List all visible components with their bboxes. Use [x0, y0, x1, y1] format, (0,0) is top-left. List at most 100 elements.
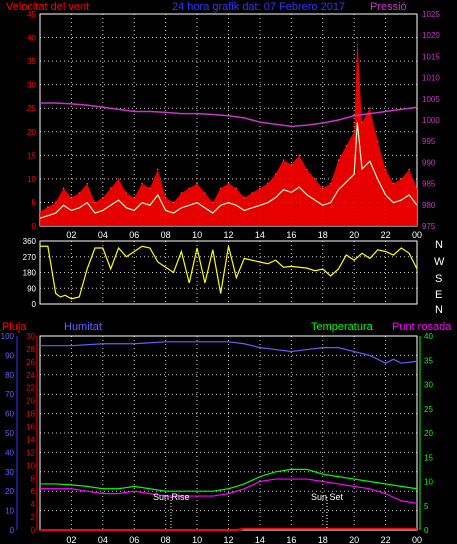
wind-y-tick-label: 20: [27, 128, 36, 137]
wind-speed-area: [40, 37, 417, 226]
pressure-y-tick-label: 995: [422, 137, 436, 146]
wind-x-tick-label: 22: [381, 230, 391, 240]
humidity-y-tick-label: 20: [5, 487, 14, 496]
wind-speed-point: [314, 178, 316, 180]
rain-y-tick-label: 20: [26, 397, 35, 406]
wind-speed-point: [243, 196, 246, 199]
climate-x-tick-label: 08: [161, 535, 171, 544]
dewpoint-line: [40, 478, 418, 504]
wind-y-tick-label: 10: [27, 175, 36, 184]
direction-y-tick-label: 270: [23, 253, 37, 262]
wind-speed-point: [337, 159, 340, 161]
wind-y-tick-label: 45: [27, 10, 36, 19]
pressure-y-tick-label: 975: [422, 222, 436, 231]
rain-y-tick-label: 24: [26, 371, 35, 380]
temperature-line: [40, 468, 418, 492]
wind-speed-point: [204, 192, 206, 194]
wind-speed-point: [361, 121, 363, 124]
wind-speed-point: [400, 178, 403, 180]
wind-speed-point: [298, 154, 300, 157]
wind-x-tick-label: 08: [161, 230, 171, 240]
rain-y-tick-label: 6: [31, 487, 36, 496]
humidity-y-tick-label: 10: [5, 507, 14, 516]
direction-y-tick-label: 90: [27, 284, 36, 293]
climate-x-tick-label: 20: [349, 535, 359, 544]
wind-x-tick-label: 16: [286, 230, 296, 240]
tick-layer: 0202040406060808101012121414161618182020…: [1, 10, 441, 544]
grid-layer: [40, 14, 417, 530]
climate-x-tick-label: 12: [223, 535, 233, 544]
rain-y-tick-label: 22: [26, 384, 35, 393]
rain-y-tick-label: 8: [31, 474, 36, 483]
wind-speed-point: [353, 130, 355, 133]
climate-x-tick-label: 00: [412, 535, 422, 544]
humidity-title: Humitat: [64, 321, 102, 333]
temperature-y-tick-label: 10: [424, 478, 433, 487]
wind-speed-point: [62, 187, 65, 190]
wind-y-tick-label: 25: [27, 104, 36, 113]
sunset-label: Sun Set: [311, 492, 344, 502]
wind-speed-point: [133, 196, 136, 199]
wind-speed-point: [235, 187, 238, 190]
wind-y-tick-label: 30: [27, 81, 36, 90]
pressure-line: [40, 102, 418, 128]
wind-speed-point: [47, 206, 49, 208]
rain-y-tick-label: 18: [26, 410, 35, 419]
pressure-y-tick-label: 980: [422, 201, 436, 210]
wind-speed-point: [259, 187, 261, 190]
rain-y-tick-label: 2: [31, 513, 36, 522]
wind-speed-point: [78, 192, 81, 194]
compass-label-n-top: N: [435, 239, 443, 251]
series-layer: [39, 36, 418, 531]
humidity-y-tick-label: 100: [1, 332, 15, 341]
wind-speed-point: [157, 168, 159, 171]
wind-speed-point: [70, 196, 73, 199]
wind-speed-point: [109, 187, 112, 190]
wind-speed-point: [141, 182, 143, 185]
pressure-y-tick-label: 985: [422, 180, 436, 189]
compass-label-w: W: [434, 256, 445, 268]
wind-x-tick-label: 18: [318, 230, 328, 240]
pressure-y-tick-label: 1000: [422, 116, 440, 125]
wind-speed-point: [94, 201, 96, 204]
climate-x-tick-label: 04: [98, 535, 108, 544]
wind-speed-point: [408, 168, 410, 171]
direction-y-tick-label: 0: [32, 300, 37, 309]
wind-speed-point: [282, 159, 285, 161]
wind-x-tick-label: 02: [66, 230, 76, 240]
compass-label-n-bottom: N: [435, 304, 443, 316]
rain-y-tick-label: 26: [26, 358, 35, 367]
rain-y-tick-label: 28: [26, 345, 35, 354]
pressure-y-tick-label: 1025: [422, 10, 440, 19]
wind-speed-point: [392, 182, 395, 185]
pressure-y-tick-label: 1020: [422, 31, 440, 40]
sunrise-label: Sun Rise: [153, 492, 190, 502]
humidity-y-tick-label: 80: [5, 371, 14, 380]
humidity-y-tick-label: 50: [5, 429, 14, 438]
wind-speed-point: [266, 182, 269, 185]
pressure-y-tick-label: 1010: [422, 74, 440, 83]
temperature-title: Temperatura: [311, 321, 374, 333]
wind-y-tick-label: 15: [27, 151, 36, 160]
temperature-y-tick-label: 30: [424, 381, 433, 390]
wind-speed-point: [211, 201, 214, 204]
humidity-y-tick-label: 0: [10, 526, 15, 535]
wind-y-tick-label: 5: [32, 198, 37, 207]
climate-x-tick-label: 16: [286, 535, 296, 544]
temperature-y-tick-label: 20: [424, 429, 433, 438]
wind-speed-point: [345, 145, 348, 147]
rain-line: [40, 527, 417, 531]
wind-x-tick-label: 06: [129, 230, 139, 240]
climate-x-tick-label: 02: [66, 535, 76, 544]
direction-y-tick-label: 360: [23, 237, 37, 246]
rain-y-tick-label: 0: [31, 526, 36, 535]
rain-y-tick-label: 12: [26, 448, 35, 457]
wind-speed-point: [117, 178, 120, 180]
climate-x-tick-label: 18: [318, 535, 328, 544]
wind-speed-point: [125, 192, 128, 194]
wind-speed-point: [188, 187, 191, 190]
temperature-y-tick-label: 25: [424, 405, 433, 414]
temperature-y-tick-label: 35: [424, 356, 433, 365]
wind-speed-point: [290, 163, 293, 166]
rain-y-tick-label: 16: [26, 423, 35, 432]
